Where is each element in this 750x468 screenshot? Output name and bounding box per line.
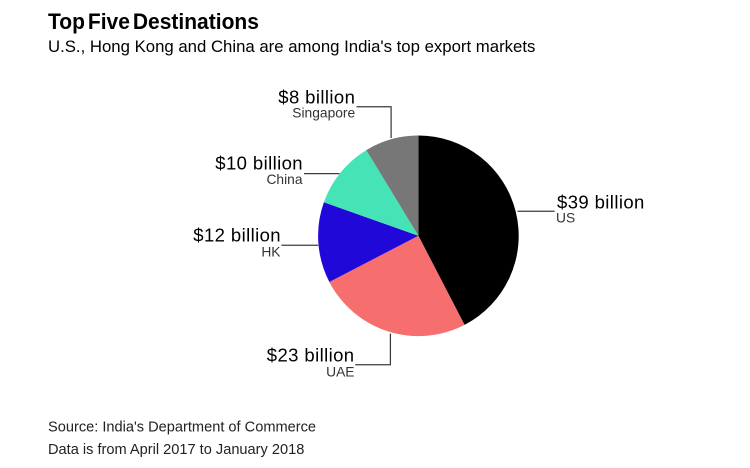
svg-text:Source: India's Department of: Source: India's Department of Commerce [48,420,316,436]
svg-text:Singapore: Singapore [292,106,355,121]
svg-text:US: US [556,210,575,225]
svg-text:China: China [266,172,302,187]
svg-text:HK: HK [261,244,281,259]
svg-text:$8 billion: $8 billion [278,86,355,107]
svg-text:Data is from April 2017 to Jan: Data is from April 2017 to January 2018 [48,442,304,458]
svg-text:UAE: UAE [326,364,354,379]
svg-text:$39 billion: $39 billion [557,191,645,212]
svg-text:$12 billion: $12 billion [193,225,281,246]
svg-text:U.S., Hong Kong and China are: U.S., Hong Kong and China are among Indi… [48,37,535,56]
svg-text:$23 billion: $23 billion [267,345,355,366]
svg-text:Top Five Destinations: Top Five Destinations [48,10,259,35]
svg-text:$10 billion: $10 billion [215,153,303,174]
